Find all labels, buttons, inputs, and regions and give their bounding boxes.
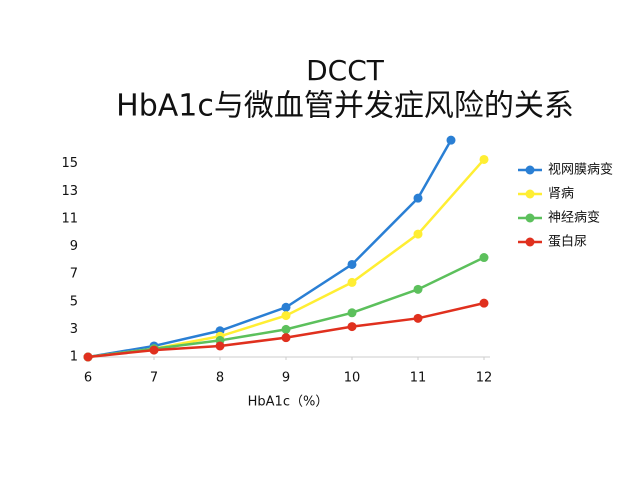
chart-title: DCCT — [306, 54, 385, 87]
point — [281, 302, 291, 312]
point — [347, 277, 357, 287]
legend-marker — [525, 237, 535, 247]
legend-marker — [525, 189, 535, 199]
x-tick-label: 9 — [282, 371, 290, 386]
legend-marker — [525, 213, 535, 223]
x-tick-label: 12 — [476, 371, 493, 386]
point — [413, 229, 423, 239]
x-tick-label: 7 — [150, 371, 158, 386]
x-axis-label: HbA1c（%） — [248, 395, 329, 410]
y-tick-label: 11 — [61, 211, 78, 226]
y-tick-label: 13 — [61, 184, 78, 199]
legend-label: 神经病变 — [548, 210, 600, 226]
y-tick-label: 1 — [70, 350, 78, 365]
point — [281, 311, 291, 321]
point — [347, 308, 357, 318]
legend-label: 视网膜病变 — [548, 162, 613, 178]
legend-label: 蛋白尿 — [548, 234, 587, 250]
y-tick-label: 9 — [70, 239, 78, 254]
y-tick-label: 7 — [70, 267, 78, 282]
point — [479, 298, 489, 308]
x-tick-label: 6 — [84, 371, 92, 386]
point — [446, 135, 456, 145]
point — [479, 253, 489, 263]
point — [479, 154, 489, 164]
y-tick-label: 15 — [61, 156, 78, 171]
point — [413, 193, 423, 203]
point — [281, 333, 291, 343]
point — [413, 284, 423, 294]
y-tick-label: 3 — [70, 322, 78, 337]
x-tick-label: 11 — [410, 371, 427, 386]
legend-marker — [525, 165, 535, 175]
legend-label: 肾病 — [548, 187, 574, 202]
point — [281, 324, 291, 334]
x-tick-label: 10 — [344, 371, 361, 386]
chart-subtitle: HbA1c与微血管并发症风险的关系 — [116, 89, 574, 124]
point — [149, 345, 159, 355]
point — [413, 313, 423, 323]
y-tick-label: 5 — [70, 294, 78, 309]
point — [83, 352, 93, 362]
x-tick-label: 8 — [216, 371, 224, 386]
point — [215, 341, 225, 351]
point — [347, 259, 357, 269]
point — [347, 322, 357, 332]
